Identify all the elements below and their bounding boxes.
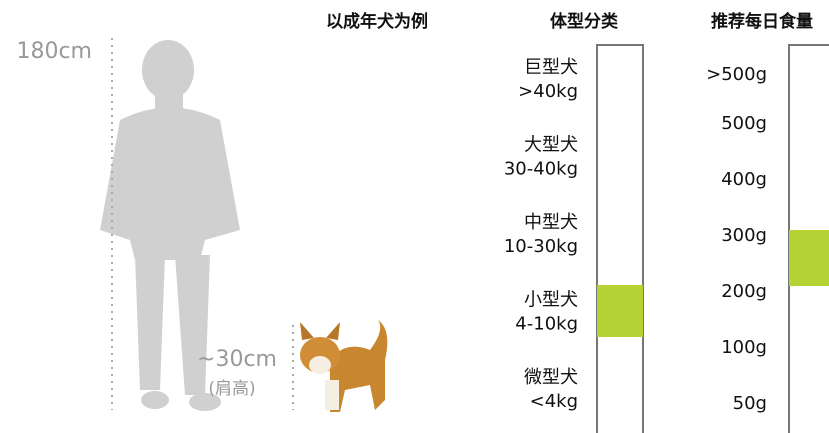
food-level: >500g bbox=[706, 64, 767, 85]
size-scale-bar bbox=[596, 44, 644, 433]
size-weight: 30-40kg bbox=[504, 159, 578, 180]
size-weight: 10-30kg bbox=[504, 236, 578, 257]
food-highlight bbox=[789, 230, 829, 286]
size-weight: >40kg bbox=[518, 81, 578, 102]
header-food: 推荐每日食量 bbox=[711, 11, 813, 32]
dog-image bbox=[300, 320, 388, 412]
header-size: 体型分类 bbox=[550, 11, 619, 32]
person-silhouette bbox=[100, 40, 240, 411]
food-level: 500g bbox=[721, 113, 767, 134]
size-name: 小型犬 bbox=[524, 290, 578, 311]
food-level: 50g bbox=[733, 393, 767, 414]
dog-height-note: (肩高) bbox=[208, 379, 255, 399]
size-name: 中型犬 bbox=[524, 212, 578, 233]
food-level: 400g bbox=[721, 169, 767, 190]
header-example: 以成年犬为例 bbox=[326, 11, 428, 32]
dog-height: ~30cm bbox=[197, 347, 277, 372]
size-weight: 4-10kg bbox=[515, 314, 578, 335]
food-level: 100g bbox=[721, 337, 767, 358]
food-level: 200g bbox=[721, 281, 767, 302]
height-label: 180cm bbox=[16, 39, 92, 64]
size-name: 大型犬 bbox=[524, 135, 578, 156]
size-highlight bbox=[597, 285, 643, 337]
size-weight: <4kg bbox=[530, 391, 578, 412]
food-level: 300g bbox=[721, 225, 767, 246]
size-name: 巨型犬 bbox=[524, 57, 578, 78]
size-name: 微型犬 bbox=[524, 367, 578, 388]
